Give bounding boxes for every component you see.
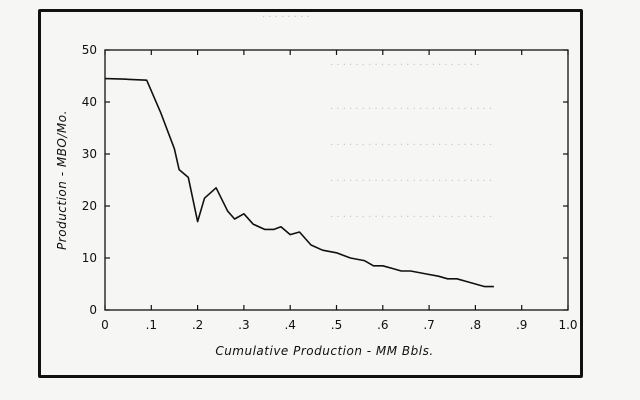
plot-area-border (104, 49, 569, 311)
x-tick-label: .3 (238, 318, 249, 332)
x-axis-title: Cumulative Production - MM Bbls. (215, 344, 433, 358)
x-tick-label: .6 (377, 318, 388, 332)
series-group (104, 77, 494, 288)
y-axis-title: Production - MBO/Mo. (55, 110, 69, 250)
x-tick-label: .8 (470, 318, 481, 332)
chart-frame (38, 9, 583, 378)
show-through-text: · · · · · · · · (262, 12, 310, 23)
y-axis-ticks: 0 10 20 30 40 50 (82, 43, 568, 317)
show-through-text: · · · · · · · · · · · · · · · · · · · · … (330, 60, 480, 71)
x-tick-label: .1 (146, 318, 157, 332)
y-tick-label: 20 (82, 199, 97, 213)
axes (104, 49, 569, 311)
y-tick-label: 40 (82, 95, 97, 109)
y-tick-label: 0 (89, 303, 97, 317)
y-tick-label: 50 (82, 43, 97, 57)
series-line (104, 77, 494, 288)
show-through-text: · · · · · · · · · · · · · · · · · · · · … (330, 140, 493, 151)
y-tick-label: 30 (82, 147, 97, 161)
x-tick-label: 0 (101, 318, 109, 332)
x-tick-label: 1.0 (558, 318, 577, 332)
x-tick-label: .5 (331, 318, 342, 332)
x-tick-label: .9 (516, 318, 527, 332)
show-through-text: · · · · · · · · · · · · · · · · · · · · … (330, 104, 493, 115)
x-tick-label: .2 (192, 318, 203, 332)
show-through-text: · · · · · · · · · · · · · · · · · · · · … (330, 212, 493, 223)
x-axis-ticks: 0 .1 .2 .3 .4 .5 .6 .7 .8 .9 1.0 (101, 50, 578, 332)
y-tick-label: 10 (82, 251, 97, 265)
x-tick-label: .4 (284, 318, 295, 332)
x-tick-label: .7 (423, 318, 434, 332)
show-through-text: · · · · · · · · · · · · · · · · · · · · … (330, 176, 493, 187)
